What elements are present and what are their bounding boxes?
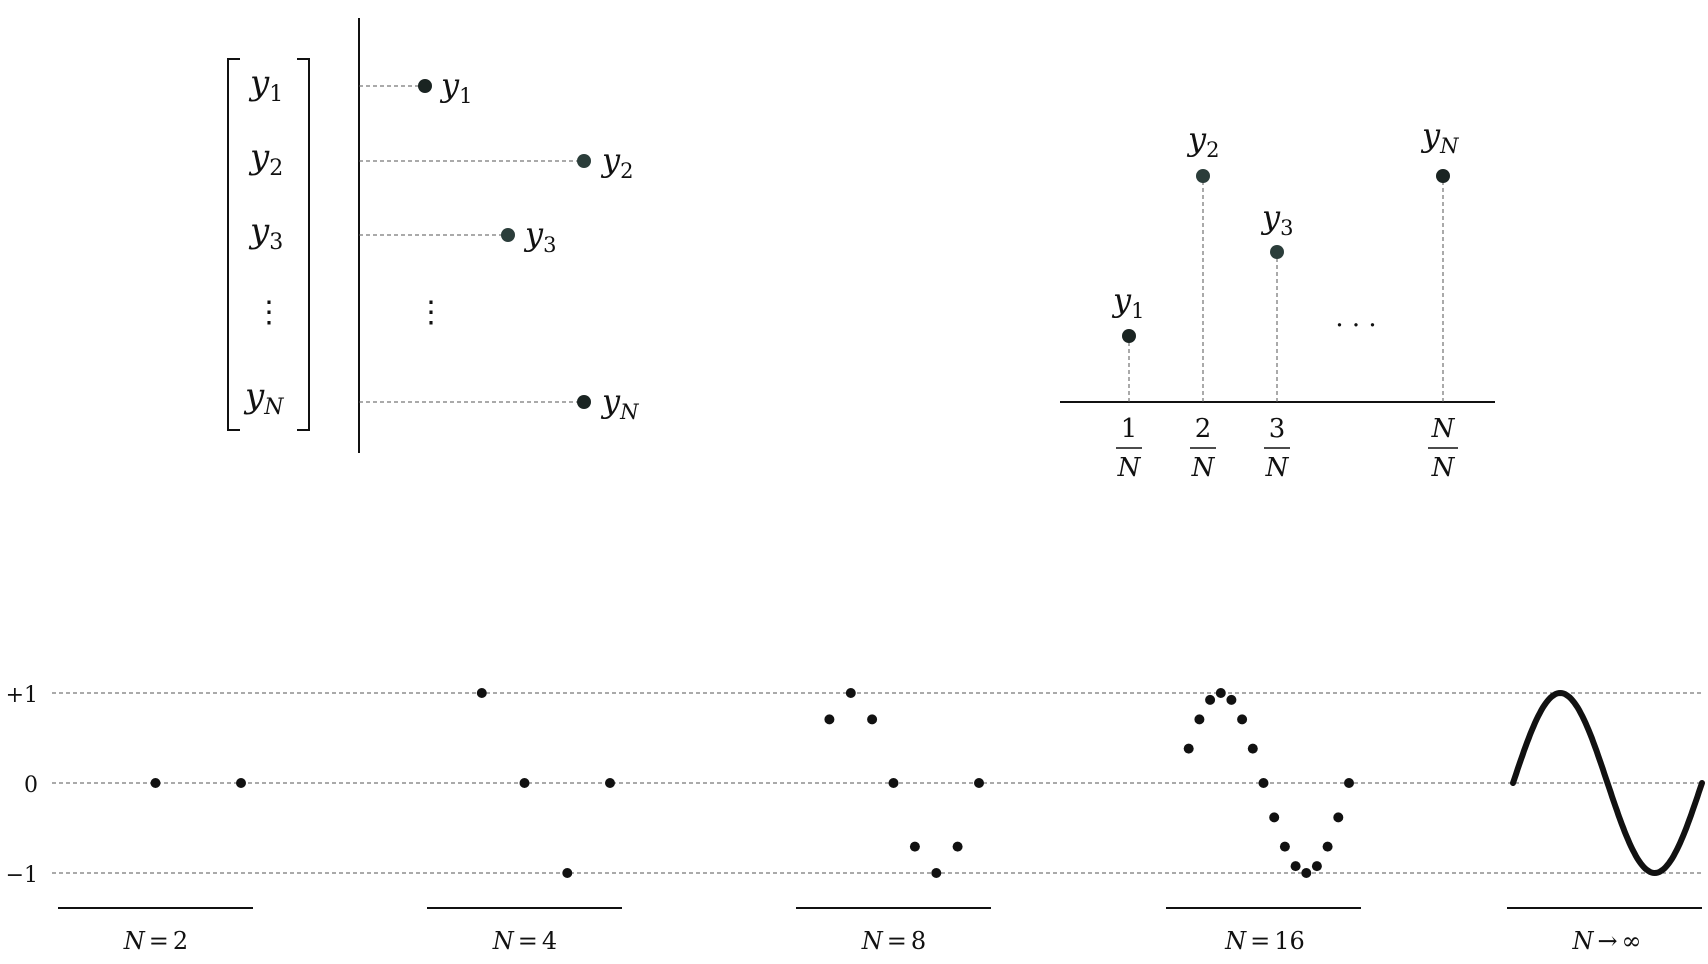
sample-point-n16-3	[1205, 694, 1216, 705]
sample-point-n8-1	[824, 714, 835, 725]
sample-point-n8-4	[888, 778, 899, 788]
vector-ellipsis: ⋮	[254, 295, 284, 330]
stem-point-1	[1122, 329, 1136, 343]
bar-point-1	[418, 79, 432, 93]
sample-point-n16-4	[1215, 688, 1226, 698]
sample-point-n16-15	[1333, 812, 1344, 823]
stem-tick-2: 2 N	[1190, 414, 1216, 483]
bar-point-n	[577, 395, 591, 409]
sample-point-n16-16	[1344, 778, 1354, 788]
sample-point-n4-4	[605, 778, 615, 788]
svg-text:N: N	[1431, 453, 1456, 483]
sample-points	[150, 688, 1354, 878]
panel-label-n4: N = 4	[492, 927, 557, 955]
sample-point-n16-6	[1237, 714, 1248, 725]
sample-point-n16-7	[1247, 743, 1258, 754]
y-tick-zero: 0	[24, 773, 38, 798]
sample-point-n8-3	[867, 714, 878, 725]
y-tick-minus-one: −1	[6, 863, 38, 888]
sample-point-n16-9	[1269, 812, 1280, 823]
sample-point-n4-2	[519, 778, 530, 788]
bar-point-2	[577, 154, 591, 168]
y-tick-plus-one: +1	[6, 683, 38, 708]
sample-point-n16-5	[1226, 694, 1237, 705]
stem-point-3	[1270, 245, 1284, 259]
stem-point-2	[1196, 169, 1210, 183]
stem-label-1: y1	[1111, 281, 1144, 323]
svg-text:N: N	[1117, 453, 1142, 483]
stem-label-2: y2	[1186, 120, 1219, 162]
bar-ellipsis: ⋮	[416, 295, 446, 330]
svg-text:3: 3	[1269, 414, 1286, 444]
vector-entry-3: y3	[248, 211, 283, 255]
sample-point-n16-2	[1194, 714, 1205, 725]
svg-text:2: 2	[1195, 414, 1212, 444]
sample-point-n8-8	[974, 778, 984, 788]
continuous-sine-curve	[1510, 689, 1705, 877]
sample-point-n16-8	[1258, 778, 1269, 788]
stem-point-n	[1436, 169, 1450, 183]
sample-point-n16-1	[1183, 743, 1194, 754]
svg-text:N: N	[1265, 453, 1290, 483]
sample-point-n16-14	[1322, 841, 1333, 852]
sample-point-n8-7	[952, 841, 963, 852]
sample-point-n2-1	[150, 778, 161, 788]
vector-entry-1: y1	[248, 63, 283, 107]
bar-label-1: y1	[439, 66, 472, 108]
svg-text:1: 1	[1121, 414, 1138, 444]
stem-panel: y1 y2 y3 · · · yN 1 N 2 N 3 N N N	[1060, 116, 1495, 483]
stem-tick-1: 1 N	[1116, 414, 1142, 483]
right-bracket	[297, 58, 310, 431]
sample-point-n16-12	[1301, 868, 1312, 878]
svg-text:N: N	[1191, 453, 1216, 483]
sample-point-n4-1	[476, 688, 487, 698]
stem-ellipsis: · · ·	[1335, 311, 1376, 341]
panel-label-ninf: N → ∞	[1571, 927, 1641, 955]
bar-label-2: y2	[600, 141, 633, 183]
sample-point-n16-10	[1279, 841, 1290, 852]
sample-point-n8-5	[909, 841, 920, 852]
stem-tick-3: 3 N	[1264, 414, 1290, 483]
vector-entry-2: y2	[248, 137, 283, 181]
bar-label-n: yN	[600, 382, 639, 424]
bar-point-3	[501, 228, 515, 242]
sample-point-n2-2	[236, 778, 246, 788]
bar-label-3: y3	[523, 215, 556, 257]
svg-text:N: N	[1431, 414, 1456, 444]
sample-point-n8-6	[931, 868, 942, 878]
panel-label-n2: N = 2	[123, 927, 188, 955]
panel-label-n16: N = 16	[1224, 927, 1305, 955]
vector-entry-n: yN	[243, 376, 284, 420]
stem-label-n: yN	[1420, 116, 1459, 158]
vector-panel: y1 y2 y3 ⋮ yN y1 y2 y3 ⋮ yN	[227, 18, 639, 453]
panel-label-n8: N = 8	[861, 927, 926, 955]
sample-point-n4-3	[562, 868, 573, 878]
sample-point-n8-2	[845, 688, 856, 698]
sample-point-n16-13	[1311, 861, 1322, 872]
sample-point-n16-11	[1290, 861, 1301, 872]
stem-label-3: y3	[1260, 198, 1293, 240]
left-bracket	[227, 58, 240, 431]
stem-tick-n: N N	[1428, 414, 1458, 483]
sampling-panel: +1 0 −1 N = 2 N = 4 N = 8 N = 16 N → ∞	[6, 683, 1705, 955]
